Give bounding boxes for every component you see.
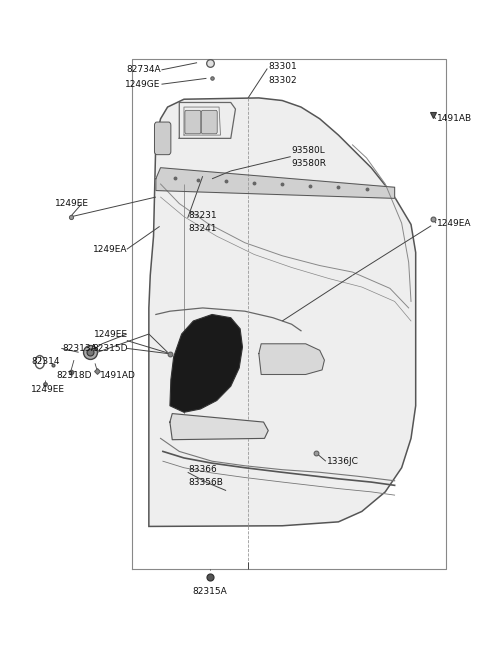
Text: 1249EA: 1249EA: [437, 219, 471, 228]
Text: 1249EE: 1249EE: [31, 385, 65, 394]
Text: 83301: 83301: [268, 62, 297, 71]
Text: 1249EE: 1249EE: [94, 329, 128, 339]
Text: 82318D: 82318D: [57, 371, 92, 380]
Text: 83366: 83366: [189, 465, 217, 474]
Text: 1249EE: 1249EE: [55, 199, 89, 208]
Text: 1249GE: 1249GE: [125, 80, 160, 88]
Polygon shape: [170, 413, 268, 440]
FancyBboxPatch shape: [155, 122, 171, 155]
Polygon shape: [149, 98, 416, 527]
FancyBboxPatch shape: [201, 110, 217, 134]
Text: 83302: 83302: [268, 76, 297, 84]
Text: 1491AD: 1491AD: [100, 371, 135, 380]
Text: 83356B: 83356B: [189, 478, 224, 487]
Text: 82315A: 82315A: [192, 587, 227, 596]
Text: 1491AB: 1491AB: [437, 114, 472, 123]
Text: 82734A: 82734A: [126, 66, 160, 75]
Text: 83231: 83231: [189, 211, 217, 220]
Text: 82315D: 82315D: [92, 344, 128, 353]
Polygon shape: [259, 344, 324, 375]
Text: 82314: 82314: [31, 357, 60, 366]
FancyBboxPatch shape: [185, 110, 201, 134]
Polygon shape: [156, 168, 395, 198]
Text: 93580L: 93580L: [292, 145, 325, 155]
Text: 1336JC: 1336JC: [327, 457, 359, 466]
Text: 93580R: 93580R: [292, 159, 326, 168]
Text: 83241: 83241: [189, 224, 217, 233]
Text: 1249EA: 1249EA: [93, 245, 128, 253]
Text: 82313A: 82313A: [62, 344, 97, 353]
Polygon shape: [170, 314, 242, 412]
